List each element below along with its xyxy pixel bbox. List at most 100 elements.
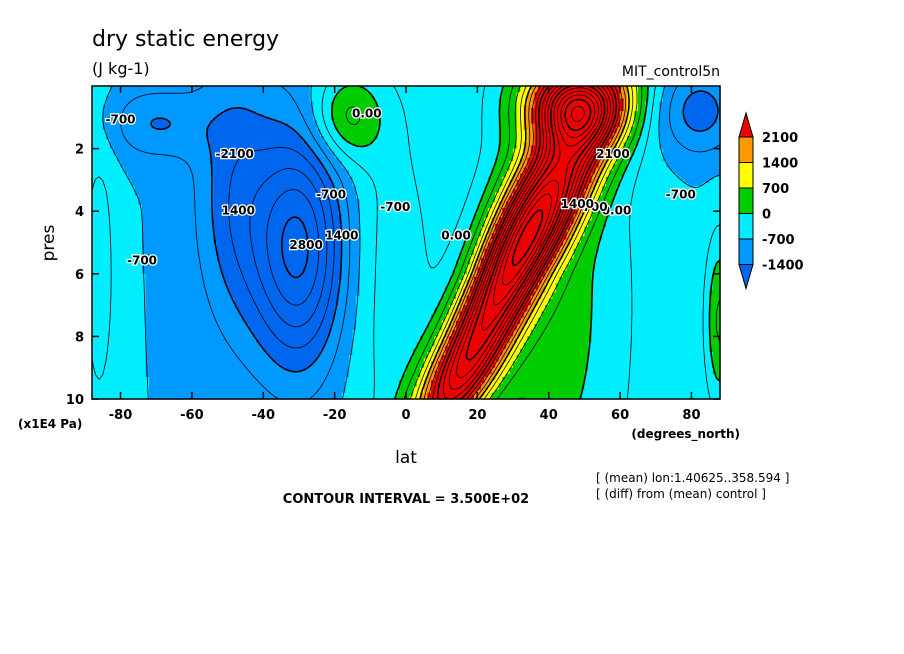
field-cell: [359, 258, 461, 262]
field-cell: [577, 242, 600, 247]
field-cell: [637, 139, 660, 143]
field-cell: [209, 161, 321, 165]
field-cell: [602, 229, 721, 234]
field-cell: [573, 229, 585, 234]
field-cell: [213, 226, 343, 231]
field-cell: [92, 167, 125, 172]
field-cell: [555, 289, 593, 294]
field-cell: [595, 186, 603, 190]
field-cell: [712, 370, 721, 375]
field-cell: [534, 289, 546, 294]
field-cell: [423, 389, 432, 394]
field-cell: [409, 358, 425, 363]
field-cell: [566, 229, 575, 234]
field-cell: [716, 373, 721, 378]
field-cell: [516, 183, 589, 187]
field-cell: [484, 223, 493, 228]
field-cell: [320, 161, 343, 165]
field-cell: [92, 107, 104, 112]
field-cell: [341, 255, 361, 259]
field-cell: [92, 320, 147, 325]
field-cell: [662, 157, 721, 162]
field-cell: [331, 107, 379, 112]
field-cell: [620, 179, 685, 184]
x-tick-label: 20: [468, 408, 486, 423]
field-cell: [616, 186, 721, 190]
field-cell: [341, 258, 361, 262]
field-cell: [395, 395, 411, 400]
field-cell: [413, 389, 425, 394]
field-cell: [341, 261, 361, 266]
field-cell: [92, 186, 136, 190]
field-cell: [498, 201, 507, 206]
field-cell: [149, 383, 346, 388]
field-cell: [359, 273, 453, 278]
field-cell: [666, 164, 721, 168]
field-cell: [220, 264, 343, 269]
field-cell: [627, 86, 639, 90]
field-cell: [216, 258, 343, 262]
field-cell: [630, 129, 643, 134]
field-cell: [459, 255, 471, 259]
field-cell: [341, 273, 361, 278]
field-cell: [623, 148, 635, 153]
field-cell: [341, 161, 496, 165]
field-cell: [480, 264, 550, 269]
field-cell: [498, 101, 518, 106]
field-cell: [459, 314, 525, 319]
field-cell: [587, 342, 710, 347]
field-cell: [516, 139, 528, 143]
field-cell: [513, 148, 525, 153]
field-cell: [641, 123, 660, 128]
field-cell: [516, 170, 525, 175]
field-cell: [470, 289, 536, 294]
field-cell: [92, 264, 143, 269]
field-cell: [106, 101, 314, 106]
field-cell: [92, 89, 111, 93]
field-cell: [712, 95, 721, 100]
field-cell: [502, 352, 511, 356]
field-cell: [92, 248, 143, 253]
field-cell: [92, 383, 150, 388]
field-cell: [423, 380, 432, 384]
field-cell: [709, 292, 721, 297]
field-cell: [120, 164, 214, 168]
field-cell: [623, 173, 678, 178]
field-cell: [373, 139, 500, 143]
field-cell: [466, 280, 475, 284]
field-cell: [377, 132, 500, 137]
field-cell: [256, 339, 329, 344]
field-cell: [516, 126, 525, 131]
field-cell: [377, 126, 500, 131]
field-cell: [352, 179, 489, 184]
field-cell: [591, 289, 710, 294]
field-cell: [448, 342, 507, 347]
field-cell: [595, 208, 610, 212]
y-tick-label: 8: [75, 330, 84, 345]
field-cell: [623, 123, 635, 128]
field-cell: [505, 345, 514, 350]
field-cell: [523, 117, 532, 122]
field-cell: [516, 339, 528, 344]
field-cell: [92, 170, 125, 175]
field-cell: [627, 164, 668, 168]
field-cell: [359, 261, 457, 266]
field-cell: [470, 292, 536, 297]
field-cell: [498, 107, 518, 112]
field-cell: [502, 377, 586, 381]
field-cell: [341, 214, 361, 219]
field-cell: [152, 120, 172, 125]
field-cell: [523, 111, 532, 115]
field-cell: [438, 364, 496, 369]
field-cell: [498, 142, 518, 147]
field-cell: [341, 223, 361, 228]
x-tick-label: 60: [611, 408, 629, 423]
field-cell: [306, 142, 329, 147]
field-cell: [92, 345, 147, 350]
field-cell: [145, 361, 279, 366]
field-cell: [498, 358, 507, 363]
field-cell: [488, 242, 564, 247]
field-cell: [145, 292, 232, 297]
field-cell: [92, 373, 147, 378]
field-cell: [591, 283, 714, 287]
